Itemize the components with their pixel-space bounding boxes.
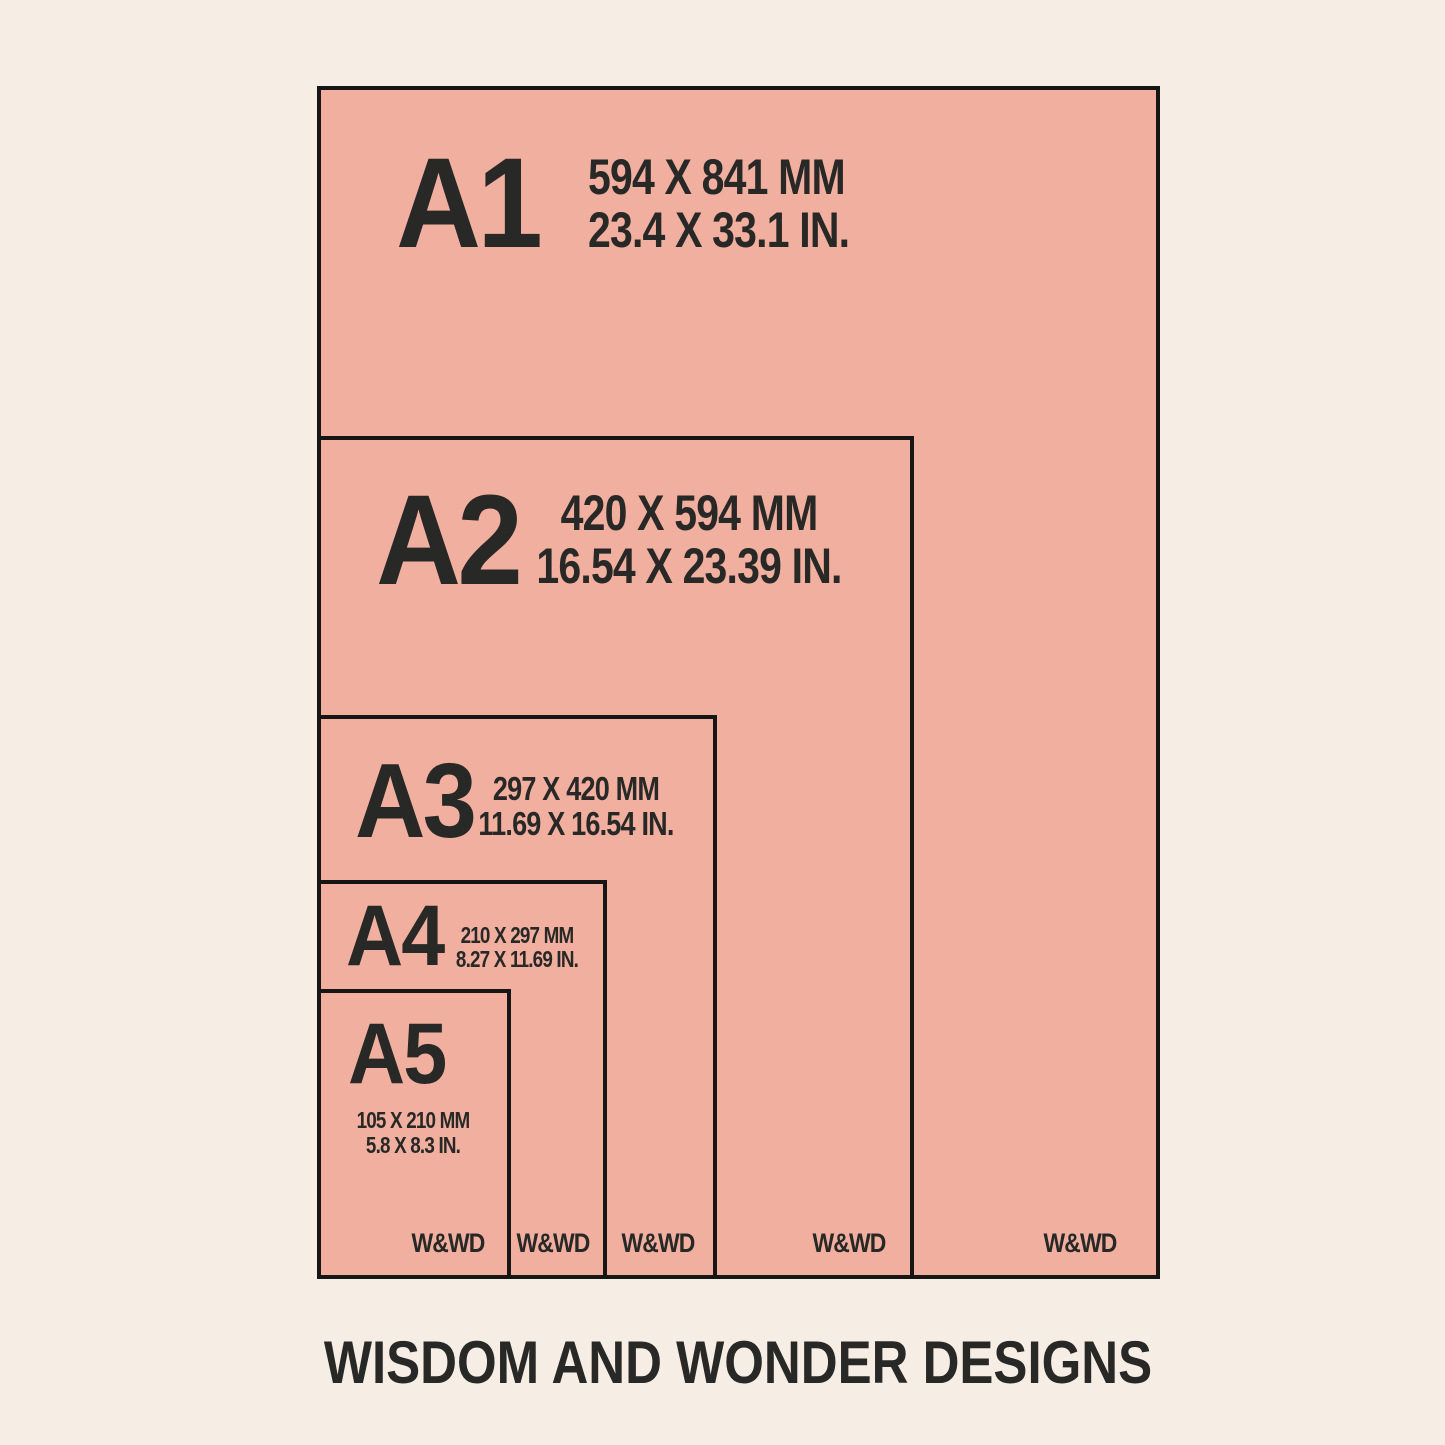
a3-inches: 11.69 X 16.54 IN. (478, 805, 674, 842)
a1-watermark: W&WD (1043, 1228, 1117, 1258)
a4-inches: 8.27 X 11.69 IN. (455, 946, 579, 972)
a5-label: A5 (348, 1006, 447, 1102)
a2-watermark: W&WD (812, 1228, 886, 1258)
a4-watermark: W&WD (516, 1228, 590, 1258)
a2-label: A2 (376, 469, 523, 612)
a1-mm: 594 X 841 MM (588, 149, 846, 205)
a2-inches: 16.54 X 23.39 IN. (536, 538, 842, 594)
a1-inches: 23.4 X 33.1 IN. (588, 202, 850, 258)
a3-watermark: W&WD (621, 1228, 695, 1258)
a5-watermark: W&WD (411, 1228, 485, 1258)
a3-mm: 297 X 420 MM (492, 770, 660, 807)
a4-mm: 210 X 297 MM (460, 922, 575, 948)
a2-mm: 420 X 594 MM (560, 485, 819, 541)
sheet-a5 (317, 989, 511, 1279)
brand-footer: WISDOM AND WONDER DESIGNS (323, 1329, 1153, 1396)
a5-mm: 105 X 210 MM (356, 1107, 471, 1133)
a4-label: A4 (346, 888, 445, 984)
a5-inches: 5.8 X 8.3 IN. (365, 1132, 461, 1158)
a1-label: A1 (396, 132, 543, 275)
a3-label: A3 (355, 742, 477, 860)
